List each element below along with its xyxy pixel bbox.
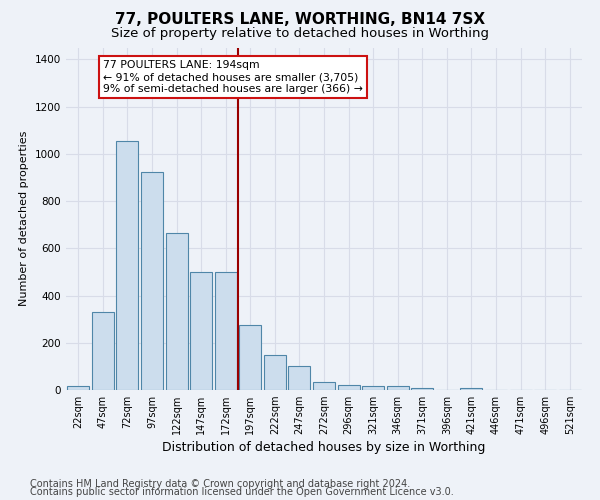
Text: 77, POULTERS LANE, WORTHING, BN14 7SX: 77, POULTERS LANE, WORTHING, BN14 7SX bbox=[115, 12, 485, 28]
Bar bbox=[289, 366, 310, 390]
Bar bbox=[362, 386, 384, 390]
Bar bbox=[338, 386, 359, 390]
Bar bbox=[141, 172, 163, 390]
Text: Size of property relative to detached houses in Worthing: Size of property relative to detached ho… bbox=[111, 28, 489, 40]
X-axis label: Distribution of detached houses by size in Worthing: Distribution of detached houses by size … bbox=[163, 442, 485, 454]
Text: 77 POULTERS LANE: 194sqm
← 91% of detached houses are smaller (3,705)
9% of semi: 77 POULTERS LANE: 194sqm ← 91% of detach… bbox=[103, 60, 363, 94]
Bar bbox=[460, 388, 482, 390]
Text: Contains HM Land Registry data © Crown copyright and database right 2024.: Contains HM Land Registry data © Crown c… bbox=[30, 479, 410, 489]
Bar bbox=[264, 354, 286, 390]
Bar bbox=[67, 386, 89, 390]
Bar bbox=[92, 312, 114, 390]
Bar bbox=[386, 386, 409, 390]
Bar bbox=[411, 388, 433, 390]
Bar bbox=[190, 272, 212, 390]
Bar bbox=[116, 141, 139, 390]
Bar bbox=[239, 325, 262, 390]
Text: Contains public sector information licensed under the Open Government Licence v3: Contains public sector information licen… bbox=[30, 487, 454, 497]
Bar bbox=[215, 272, 237, 390]
Bar bbox=[313, 382, 335, 390]
Bar bbox=[166, 233, 188, 390]
Y-axis label: Number of detached properties: Number of detached properties bbox=[19, 131, 29, 306]
